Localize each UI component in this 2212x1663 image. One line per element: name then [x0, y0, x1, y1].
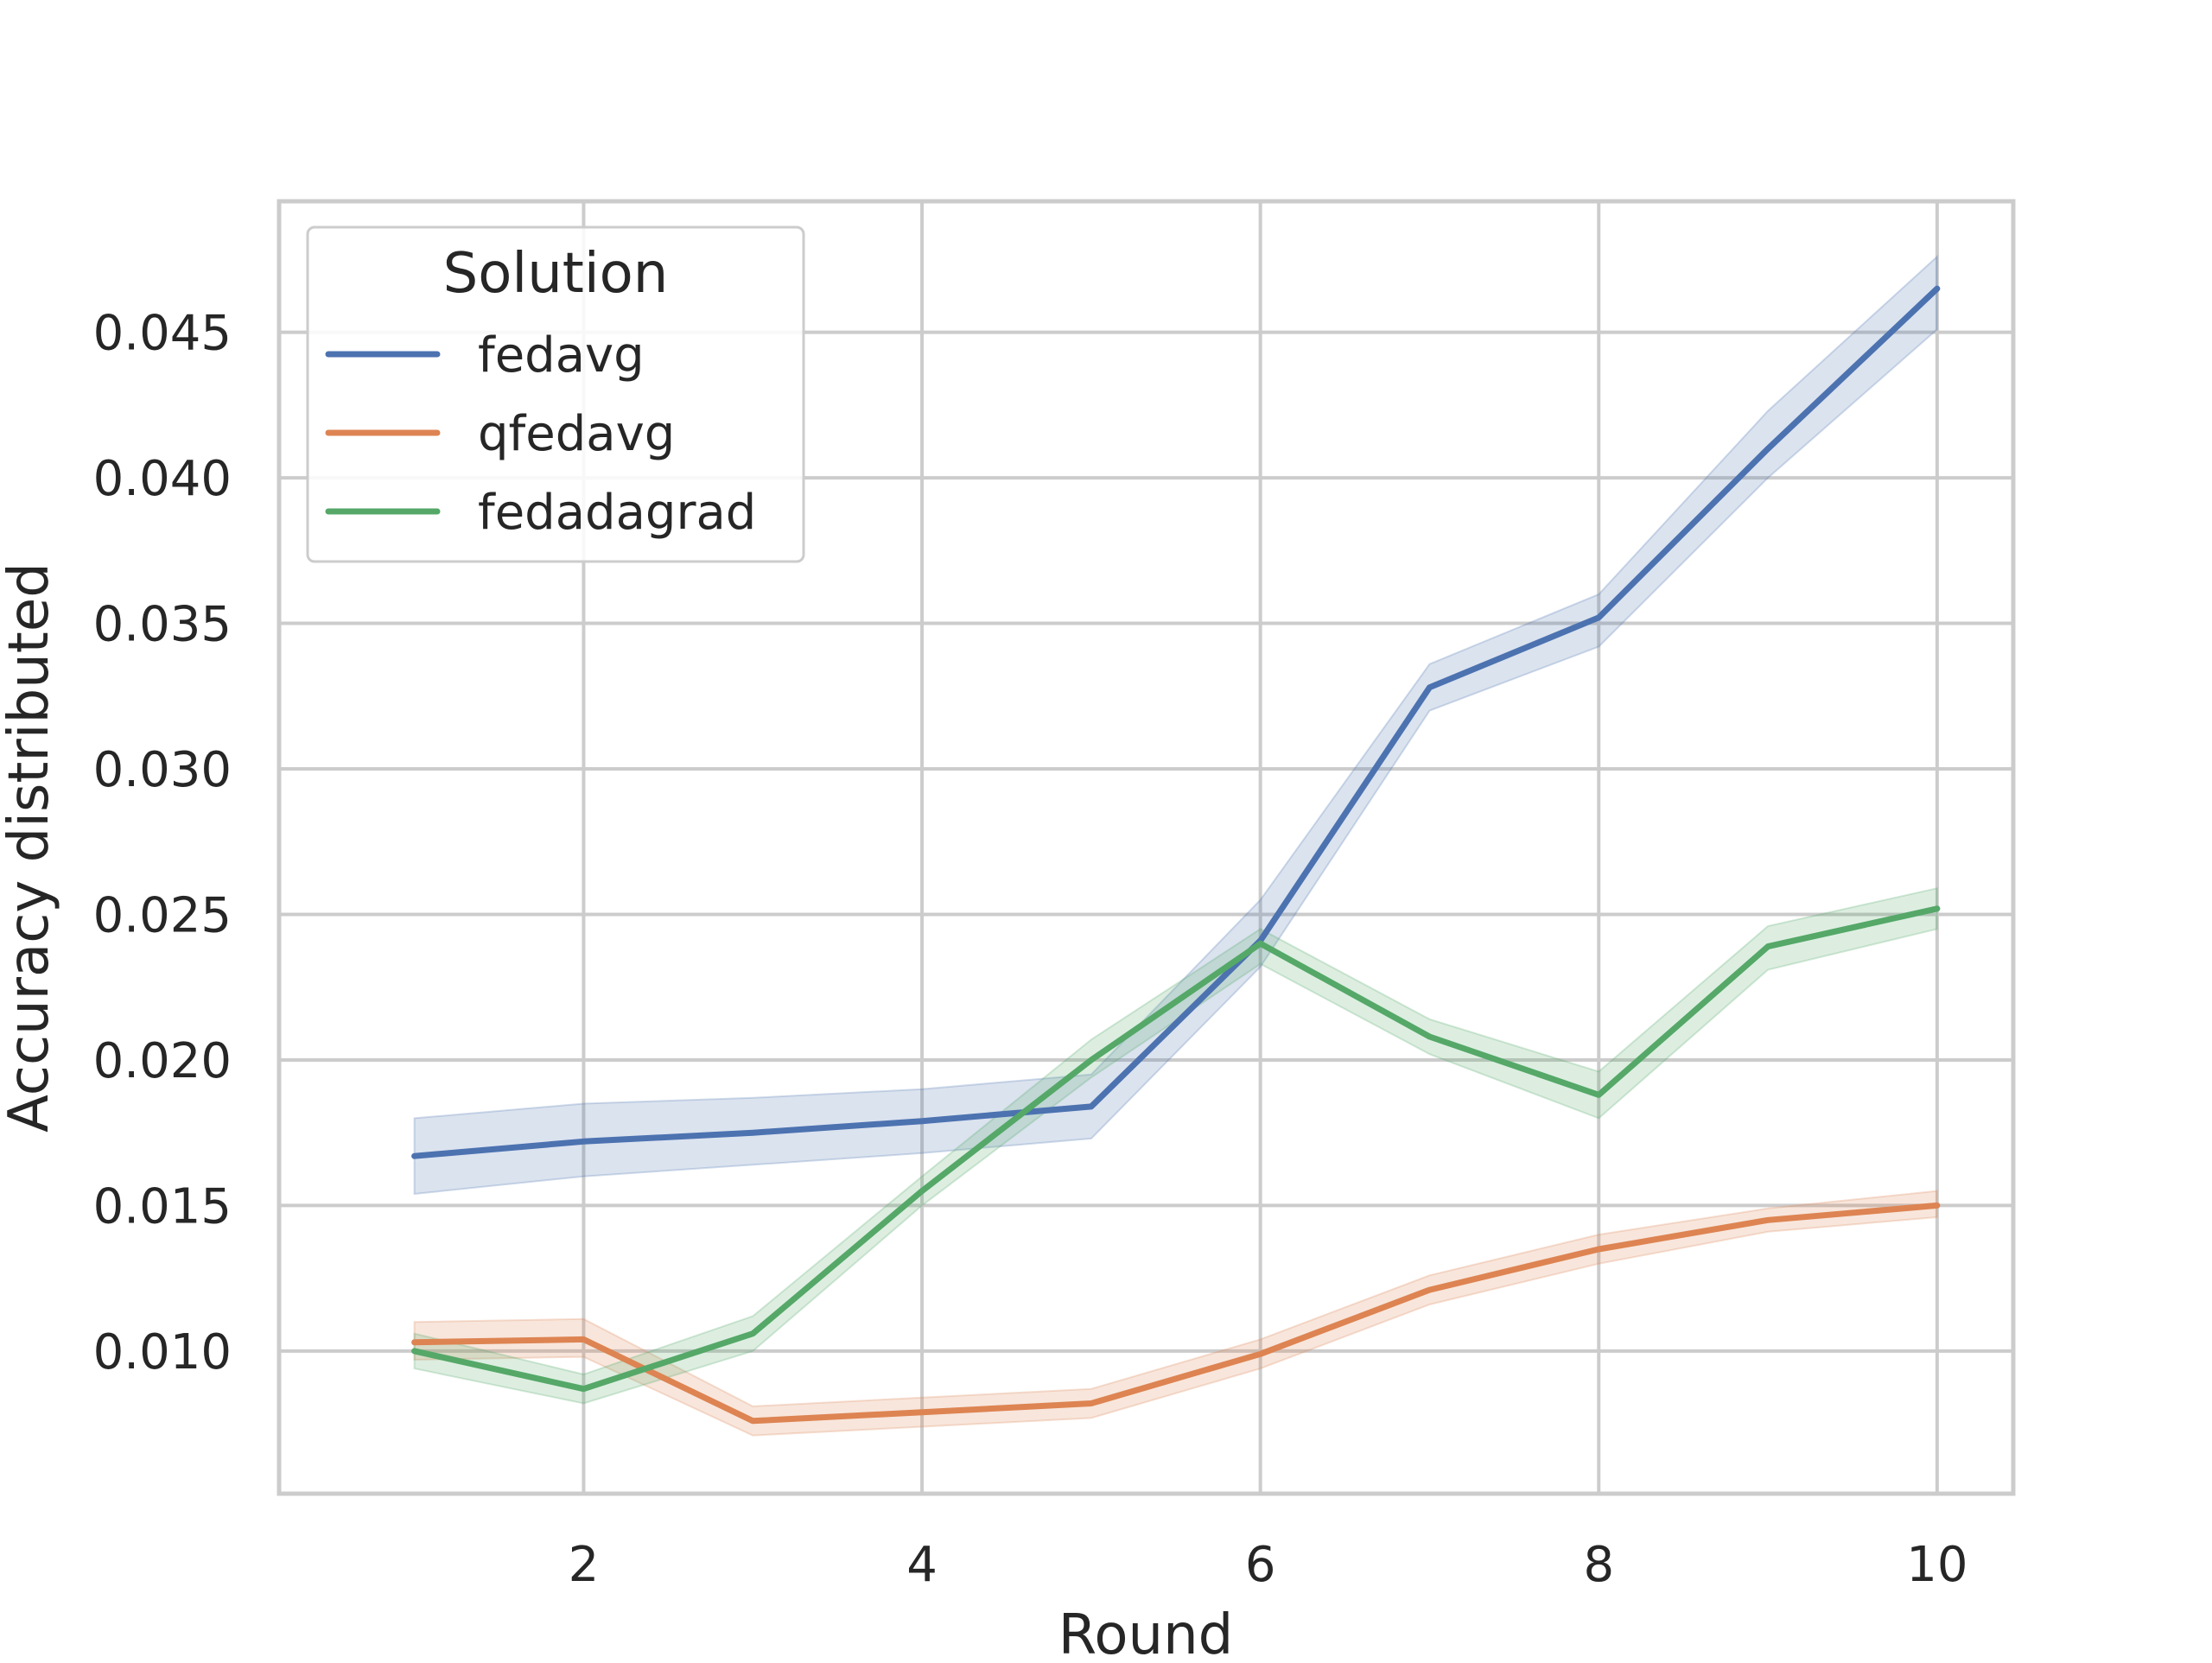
plot-frame: [276, 199, 2016, 1496]
fedadagrad-point: [1428, 1036, 1430, 1038]
legend-title: Solution: [443, 242, 669, 306]
grid: [279, 201, 2013, 1494]
y-tick-label: 0.020: [93, 1033, 232, 1089]
fedadagrad-point: [414, 1350, 416, 1352]
x-tick-label: 8: [1583, 1537, 1614, 1593]
x-tick-label: 4: [906, 1537, 938, 1593]
fedavg-point: [1090, 1106, 1092, 1108]
fedadagrad-point: [1767, 946, 1769, 948]
fedadagrad-point: [1090, 1059, 1092, 1061]
fedavg-point: [414, 1155, 416, 1157]
x-tick-label: 10: [1906, 1537, 1967, 1593]
legend-label: fedavg: [478, 327, 645, 384]
fedadagrad-line: [411, 905, 1941, 1393]
y-tick-label: 0.015: [93, 1178, 232, 1235]
fedavg-points: [414, 288, 1938, 1157]
qfedavg-points: [414, 1204, 1938, 1422]
legend-label: fedadagrad: [478, 485, 756, 541]
x-axis-title: Round: [1058, 1603, 1234, 1659]
fedadagrad-points: [414, 908, 1938, 1390]
qfedavg-point: [1936, 1204, 1938, 1206]
fedavg-point: [921, 1120, 923, 1122]
legend-label: qfedavg: [478, 406, 675, 462]
x-tick-label: 6: [1245, 1537, 1276, 1593]
fedavg-point: [1428, 687, 1430, 689]
y-tick-label: 0.025: [93, 887, 232, 943]
legend-entry-fedadagrad: fedadagrad: [325, 485, 756, 541]
fedadagrad-point: [1260, 943, 1262, 944]
fedavg-point: [582, 1140, 584, 1142]
x-tick-label: 2: [569, 1537, 600, 1593]
y-axis-title: Accuracy distributed: [0, 562, 61, 1133]
qfedavg-point: [582, 1338, 584, 1340]
x-tick-labels: 2 4 6 8 10: [569, 1537, 1968, 1593]
fedavg-point: [1767, 447, 1769, 449]
legend-items: fedavg qfedavg fedadagrad: [325, 327, 756, 541]
fedadagrad-point: [921, 1190, 923, 1192]
qfedavg-point: [1428, 1289, 1430, 1291]
qfedavg-confidence-band: [413, 1190, 1938, 1437]
y-tick-label: 0.030: [93, 742, 232, 798]
legend-box: [306, 225, 805, 563]
y-tick-label: 0.040: [93, 451, 232, 507]
qfedavg-point: [1767, 1219, 1769, 1221]
qfedavg-line: [411, 1202, 1941, 1425]
fedadagrad-point: [1936, 908, 1938, 910]
series-lines: [411, 285, 1941, 1425]
fedadagrad-point: [582, 1388, 584, 1390]
legend: Solution fedavg qfedavg fedadagrad: [306, 225, 805, 563]
y-tick-labels: 0.010 0.015 0.020 0.025 0.030 0.035 0.040 0.045: [93, 306, 232, 1381]
legend-entry-qfedavg: qfedavg: [325, 406, 675, 462]
y-tick-label: 0.045: [93, 306, 232, 362]
y-tick-label: 0.010: [93, 1324, 232, 1381]
qfedavg-point: [1090, 1403, 1092, 1405]
fedavg-line: [411, 285, 1941, 1159]
legend-entry-fedavg: fedavg: [325, 327, 645, 384]
y-tick-label: 0.035: [93, 597, 232, 653]
qfedavg-point: [1260, 1353, 1262, 1355]
fedavg-confidence-band: [413, 254, 1938, 1196]
